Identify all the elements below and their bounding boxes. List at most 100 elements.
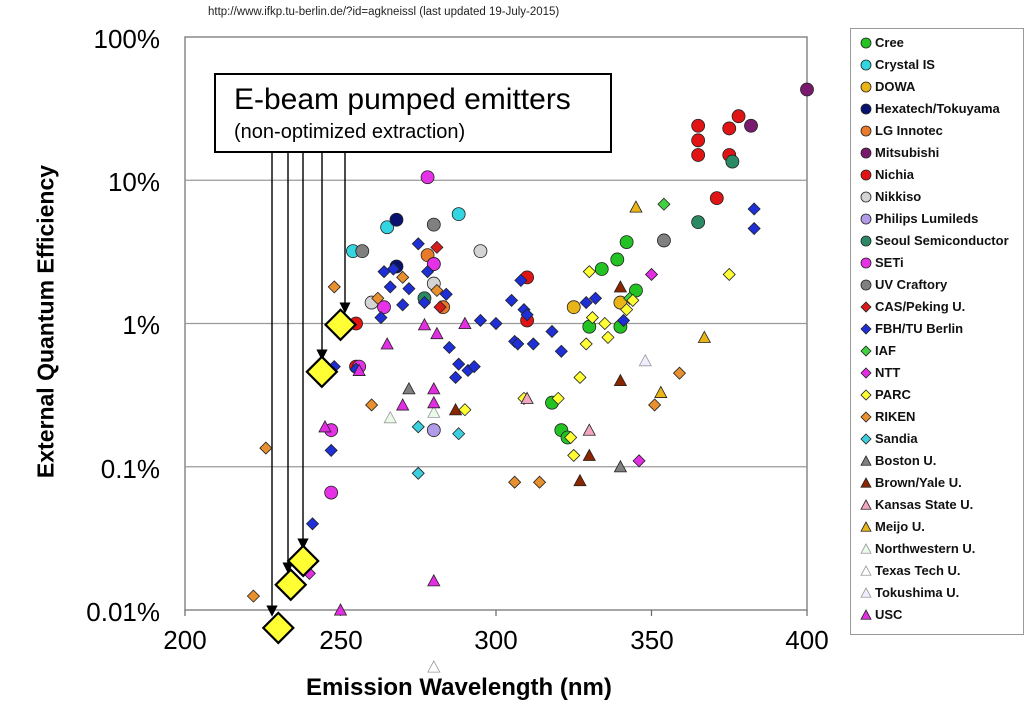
data-point [573, 473, 587, 487]
data-point [371, 291, 385, 305]
data-point [691, 133, 706, 148]
data-point [582, 265, 596, 279]
series-brown-yale-u- [448, 280, 628, 487]
legend-label: Hexatech/Tokuyama [875, 101, 1000, 116]
legend-marker [860, 213, 872, 225]
legend-label: Northwestern U. [875, 541, 976, 556]
data-point [567, 448, 581, 462]
data-point [452, 427, 466, 441]
data-point [511, 337, 525, 351]
data-point [613, 295, 628, 310]
data-point [508, 475, 522, 489]
data-point [380, 337, 394, 350]
legend-marker [860, 433, 872, 445]
data-point [411, 466, 425, 480]
legend-label: Mitsubishi [875, 145, 940, 160]
legend-marker-shape [860, 37, 872, 49]
data-point [396, 298, 410, 312]
data-point [582, 448, 596, 461]
data-point [588, 291, 603, 305]
y-tick-label: 100% [93, 24, 161, 54]
data-point [601, 330, 615, 344]
legend-marker-shape [860, 367, 872, 379]
ebeam-points [261, 308, 358, 645]
data-point [620, 303, 634, 317]
data-point [386, 262, 400, 276]
legend-marker-shape [860, 81, 872, 93]
annotation-subtitle: (non-optimized extraction) [234, 121, 466, 143]
data-point [747, 221, 761, 236]
legend-marker-shape [860, 455, 872, 466]
data-point [420, 170, 435, 185]
y-tick-label: 10% [107, 167, 160, 197]
legend-marker-shape [860, 213, 872, 225]
data-point [566, 300, 581, 315]
data-point [489, 316, 503, 331]
data-point [396, 270, 410, 284]
legend-marker-shape [860, 59, 872, 71]
data-point [448, 402, 463, 416]
legend-marker [860, 587, 872, 598]
legend-marker [860, 279, 872, 291]
data-point [722, 267, 736, 282]
data-point [246, 589, 260, 603]
data-point [598, 316, 612, 331]
data-point [709, 191, 724, 206]
legend-label: RIKEN [875, 409, 916, 424]
legend-marker [860, 389, 872, 401]
data-point [731, 109, 746, 124]
data-point [800, 82, 814, 97]
legend-marker [860, 235, 872, 247]
data-point [417, 317, 432, 331]
data-point [520, 391, 534, 404]
series-riken [246, 270, 687, 603]
series-parc [458, 265, 736, 462]
legend-label: NTT [875, 365, 901, 380]
legend-marker-shape [860, 389, 872, 401]
legend-marker-shape [860, 543, 872, 554]
legend-marker-shape [860, 477, 872, 488]
data-point [324, 443, 338, 457]
data-point [744, 118, 758, 133]
data-point [473, 313, 488, 328]
legend-label: FBH/TU Berlin [875, 321, 964, 336]
legend-marker [860, 499, 872, 510]
data-point [747, 202, 761, 216]
data-point [573, 370, 587, 385]
legend-marker [860, 125, 872, 137]
data-points [246, 82, 814, 673]
data-point [520, 308, 534, 322]
data-point [616, 313, 631, 328]
x-tick-label: 400 [785, 625, 829, 655]
source-url-note: http://www.ifkp.tu-berlin.de/?id=agkneis… [208, 6, 560, 18]
series-cas-peking-u- [430, 240, 447, 314]
data-point [722, 121, 737, 136]
y-tick-label: 0.01% [86, 597, 160, 627]
data-point [396, 398, 410, 411]
series-meijo-u- [629, 200, 712, 398]
series-uv-craftory [355, 217, 671, 259]
series-kansas-state-u- [520, 391, 596, 436]
series-dowa [566, 295, 628, 315]
legend-label: Seoul Semiconductor [875, 233, 1009, 248]
series-usc [318, 316, 472, 616]
legend-label: PARC [875, 387, 911, 402]
data-point [411, 237, 425, 251]
data-point [629, 200, 643, 213]
legend-marker-shape [860, 411, 872, 423]
legend-label: USC [875, 607, 903, 622]
ebeam-point [274, 568, 308, 602]
legend-marker [860, 411, 872, 423]
data-point [430, 240, 444, 254]
data-point [426, 257, 441, 271]
data-point [514, 273, 528, 287]
data-point [504, 293, 519, 307]
data-point [458, 316, 472, 330]
data-point [672, 366, 687, 380]
y-tick-label: 0.1% [100, 454, 160, 484]
legend-label: Tokushima U. [875, 585, 960, 600]
data-point [442, 340, 456, 355]
data-point [626, 293, 640, 307]
data-point [644, 267, 659, 282]
data-point [613, 373, 628, 387]
